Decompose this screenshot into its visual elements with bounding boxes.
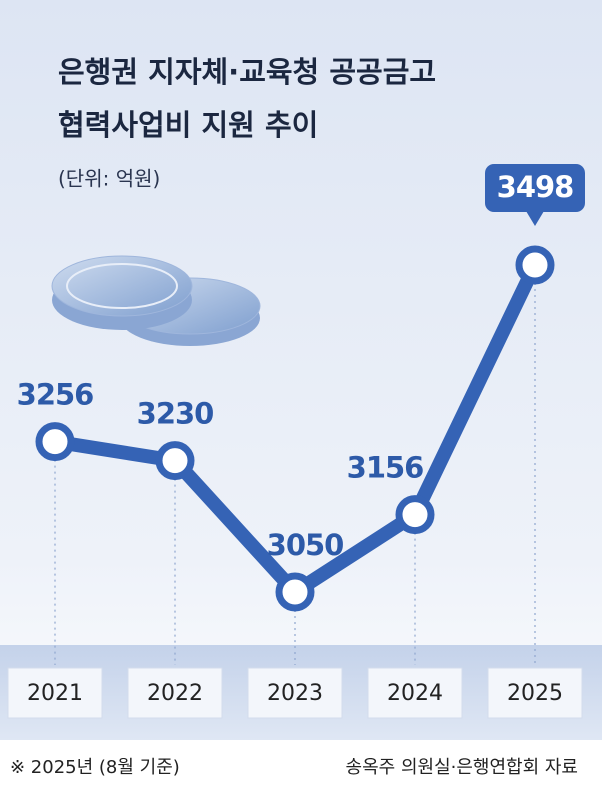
x-tick-label: 2025 xyxy=(507,681,563,706)
note: ※ 2025년 (8월 기준) xyxy=(10,757,180,778)
callout-box xyxy=(485,164,585,212)
source: 송옥주 의원실·은행연합회 자료 xyxy=(346,757,578,778)
value-label: 3050 xyxy=(267,528,344,562)
x-tick-label: 2022 xyxy=(147,681,203,706)
value-label: 3498 xyxy=(497,170,574,204)
year-box xyxy=(487,667,583,719)
footer-bg xyxy=(0,740,602,797)
value-label: 3256 xyxy=(17,378,94,412)
x-tick-label: 2023 xyxy=(267,681,323,706)
data-point xyxy=(35,422,75,462)
chart-title: 은행권 지자체·교육청 공공금고 xyxy=(58,55,436,89)
callout-pointer xyxy=(526,211,544,226)
chart-title: 협력사업비 지원 추이 xyxy=(58,108,318,142)
year-box xyxy=(367,667,463,719)
value-label: 3230 xyxy=(137,397,214,431)
data-point xyxy=(515,245,555,285)
coins-illustration xyxy=(51,255,261,346)
data-point xyxy=(155,441,195,481)
x-tick-label: 2024 xyxy=(387,681,443,706)
year-box xyxy=(127,667,223,719)
year-box xyxy=(247,667,343,719)
data-point xyxy=(395,495,435,535)
data-point xyxy=(275,572,315,612)
year-box xyxy=(7,667,103,719)
x-tick-label: 2021 xyxy=(27,681,83,706)
chart-subtitle: (단위: 억원) xyxy=(58,167,160,191)
value-label: 3156 xyxy=(347,451,424,485)
